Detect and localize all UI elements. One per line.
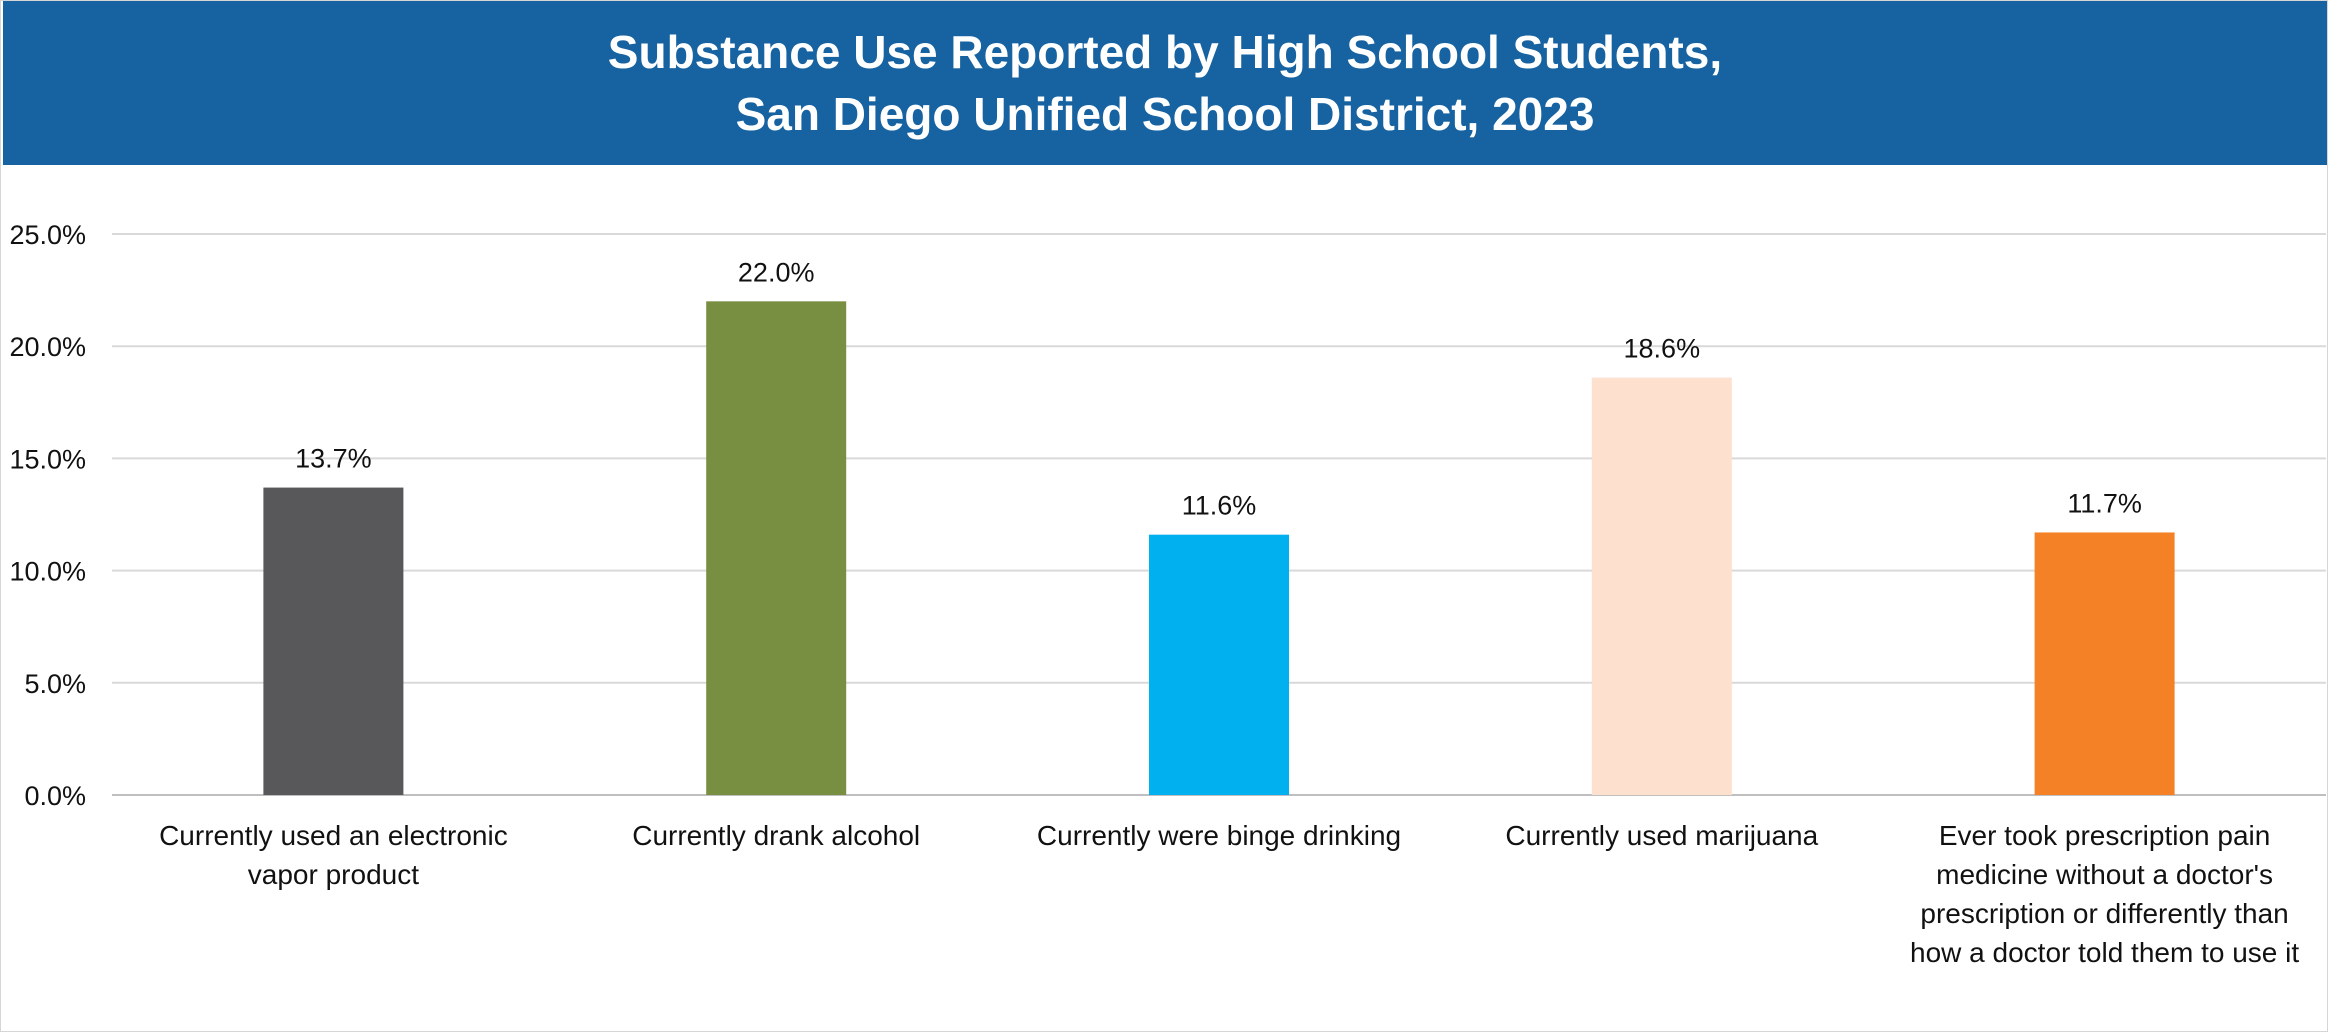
- data-label: 22.0%: [738, 257, 815, 287]
- x-tick-label: Currently drank alcohol: [632, 820, 921, 851]
- bar: [2034, 532, 2175, 795]
- chart-title-bar: Substance Use Reported by High School St…: [3, 1, 2327, 165]
- x-tick-label: Currently were binge drinking: [1036, 820, 1402, 851]
- chart-title-line-2: San Diego Unified School District, 2023: [735, 88, 1595, 140]
- y-tick-label: 25.0%: [9, 220, 86, 250]
- data-label: 18.6%: [1624, 334, 1701, 364]
- x-tick-label: Currently used marijuana: [1505, 820, 1819, 851]
- y-tick-label: 15.0%: [9, 444, 86, 474]
- data-label: 11.7%: [2067, 488, 2142, 518]
- bar: [1591, 377, 1732, 795]
- x-tick-label: Currently used an electronic vapor produ…: [159, 820, 508, 890]
- bar: [263, 487, 404, 795]
- y-tick-label: 20.0%: [9, 332, 86, 362]
- x-tick-label: Ever took prescription pain medicine wit…: [1910, 820, 2300, 968]
- data-label: 11.6%: [1182, 491, 1257, 521]
- y-tick-label: 10.0%: [9, 557, 86, 587]
- bar: [706, 301, 847, 795]
- y-tick-label: 0.0%: [24, 781, 86, 811]
- chart-title-line-1: Substance Use Reported by High School St…: [607, 26, 1723, 78]
- bar: [1149, 534, 1289, 795]
- data-label: 13.7%: [295, 444, 372, 474]
- y-tick-label: 5.0%: [24, 669, 86, 699]
